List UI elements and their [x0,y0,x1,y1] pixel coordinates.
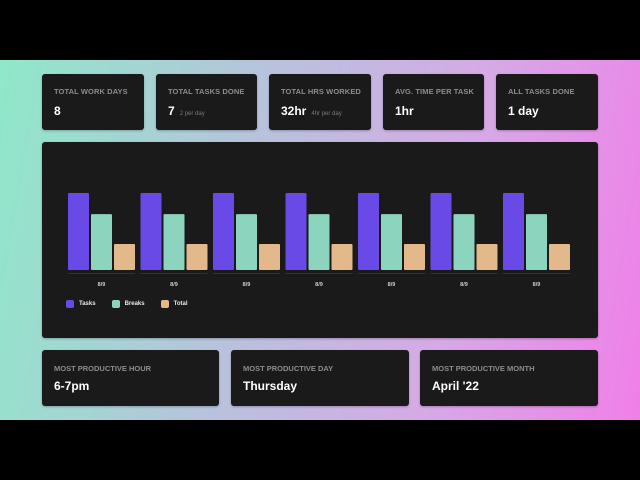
most-productive-month-card: MOST PRODUCTIVE MONTH April '22 [420,350,598,406]
bar-breaks [526,214,547,270]
productive-value: 6-7pm [54,379,90,393]
legend-label: Breaks [124,301,145,307]
productive-label: MOST PRODUCTIVE HOUR [54,364,152,373]
bar-total [114,244,135,270]
legend-item-breaks: Breaks [111,300,145,308]
x-tick-label: 8/9 [98,282,106,288]
stat-card-work-days: TOTAL WORK DAYS 8 [42,74,144,130]
legend-swatch-total [160,300,169,308]
stat-value: 1hr [395,104,414,118]
bar-tasks [503,193,524,270]
x-tick-label: 8/9 [388,282,396,288]
stat-card-avg-time: AVG. TIME PER TASK 1hr [383,74,484,130]
bar-chart-card: 8/9 8/9 8/9 8/9 8/9 8/9 8/9 Tasks Breaks Total [42,142,598,338]
bar-chart: 8/9 8/9 8/9 8/9 8/9 8/9 8/9 [68,193,570,288]
bar-breaks [91,214,112,270]
bar-tasks [358,193,379,270]
bar-total [186,244,208,270]
stat-value: 1 day [508,104,539,118]
bar-tasks [140,193,162,270]
bar-total [476,244,498,270]
bar-tasks [285,193,307,270]
bar-breaks [308,214,330,270]
x-tick-label: 8/9 [460,282,468,288]
legend-label: Tasks [79,301,96,307]
bar-breaks [236,214,257,270]
most-productive-day-card: MOST PRODUCTIVE DAY Thursday [231,350,409,406]
bar-tasks [213,193,234,270]
chart-legend: Tasks Breaks Total [66,300,187,308]
x-tick-label: 8/9 [315,282,323,288]
stat-sub: 2 per day [179,111,205,117]
stat-card-all-tasks: ALL TASKS DONE 1 day [496,74,598,130]
bar-total [331,244,353,270]
bar-tasks [430,193,452,270]
x-tick-label: 8/9 [243,282,251,288]
legend-swatch-tasks [66,300,74,308]
legend-item-total: Total [160,300,188,308]
bar-total [259,244,280,270]
x-tick-label: 8/9 [533,282,541,288]
productive-label: MOST PRODUCTIVE MONTH [432,364,535,373]
productive-value: Thursday [243,379,298,393]
most-productive-hour-card: MOST PRODUCTIVE HOUR 6-7pm [42,350,219,406]
bar-total [549,244,570,270]
productive-value: April '22 [432,379,479,393]
stat-value: 8 [54,104,61,118]
x-tick-label: 8/9 [170,282,178,288]
bar-breaks [453,214,475,270]
legend-label: Total [173,301,188,307]
stat-label: AVG. TIME PER TASK [395,87,475,96]
stat-card-hrs-worked: TOTAL HRS WORKED 32hr 4hr per day [269,74,371,130]
legend-item-tasks: Tasks [66,300,96,308]
stat-sub: 4hr per day [311,111,342,117]
stat-label: ALL TASKS DONE [508,87,575,96]
bar-total [404,244,425,270]
legend-swatch-breaks [111,300,120,308]
stat-label: TOTAL HRS WORKED [281,87,361,96]
stat-value: 32hr 4hr per day [281,104,342,118]
bar-breaks [381,214,402,270]
bar-tasks [68,193,89,270]
stat-label: TOTAL WORK DAYS [54,87,128,96]
productive-label: MOST PRODUCTIVE DAY [243,364,334,373]
bar-breaks [163,214,185,270]
stat-label: TOTAL TASKS DONE [168,87,245,96]
